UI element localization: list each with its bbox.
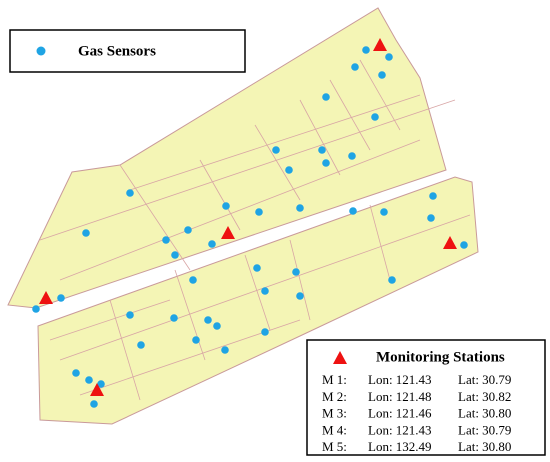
gas-sensor xyxy=(32,305,40,313)
gas-sensor xyxy=(285,166,293,174)
gas-sensor xyxy=(261,287,269,295)
station-id: M 1: xyxy=(322,372,347,387)
station-id: M 2: xyxy=(322,389,347,404)
station-lat: Lat: 30.79 xyxy=(458,372,511,387)
station-id: M 4: xyxy=(322,422,347,437)
gas-sensor xyxy=(170,314,178,322)
monitoring-station xyxy=(221,226,235,239)
station-lon: Lon: 121.48 xyxy=(368,389,432,404)
gas-sensor xyxy=(184,226,192,234)
gas-sensor xyxy=(261,328,269,336)
gas-sensor xyxy=(378,71,386,79)
gas-sensor xyxy=(385,53,393,61)
gas-sensor xyxy=(57,294,65,302)
monitoring-station xyxy=(90,383,104,396)
gas-sensor xyxy=(388,276,396,284)
street xyxy=(299,99,341,176)
sensor-legend-label: Gas Sensors xyxy=(78,43,156,59)
street xyxy=(289,239,311,321)
gas-sensor xyxy=(349,207,357,215)
gas-sensor xyxy=(208,240,216,248)
gas-sensor xyxy=(348,152,356,160)
gas-sensor xyxy=(90,400,98,408)
gas-sensor xyxy=(255,208,263,216)
station-legend-box xyxy=(306,339,546,456)
gas-sensor xyxy=(222,202,230,210)
street xyxy=(39,99,456,241)
monitoring-station xyxy=(373,38,387,51)
gas-sensor xyxy=(85,376,93,384)
gas-sensor xyxy=(427,214,435,222)
street xyxy=(359,59,401,131)
south-district xyxy=(37,176,479,425)
station-table: M 1: Lon: 121.43 Lat: 30.79 M 2: Lon: 121.48… xyxy=(322,372,511,454)
gas-sensor xyxy=(189,276,197,284)
map-area xyxy=(7,7,479,425)
gas-sensor xyxy=(192,336,200,344)
gas-sensor xyxy=(296,204,304,212)
gas-sensor xyxy=(296,292,304,300)
street xyxy=(59,139,421,281)
gas-sensor xyxy=(272,146,280,154)
station-lat: Lat: 30.79 xyxy=(458,422,511,437)
gas-sensor xyxy=(162,236,170,244)
gas-sensor xyxy=(460,241,468,249)
gas-sensor xyxy=(253,264,261,272)
gas-sensor xyxy=(371,113,379,121)
gas-sensor xyxy=(429,192,437,200)
station-legend-title: Monitoring Stations xyxy=(376,349,505,365)
street xyxy=(174,269,206,361)
gas-sensor xyxy=(221,346,229,354)
sensor-legend-box xyxy=(9,29,246,73)
station-id: M 3: xyxy=(322,406,347,421)
gas-sensor xyxy=(318,146,326,154)
street xyxy=(109,299,141,401)
station-lon: Lon: 121.43 xyxy=(368,422,432,437)
gas-sensor xyxy=(137,341,145,349)
gas-sensor xyxy=(213,322,221,330)
gas-sensor xyxy=(126,189,134,197)
street xyxy=(254,124,301,201)
gas-sensor xyxy=(351,63,359,71)
station-lon: Lon: 121.43 xyxy=(368,372,432,387)
street xyxy=(199,159,241,231)
gas-sensor xyxy=(380,208,388,216)
street xyxy=(119,164,191,271)
monitoring-station xyxy=(39,291,53,304)
station-lat: Lat: 30.82 xyxy=(458,389,511,404)
gas-sensor xyxy=(362,46,370,54)
gas-sensor xyxy=(292,268,300,276)
street xyxy=(129,94,421,191)
gas-sensor xyxy=(322,159,330,167)
gas-sensor xyxy=(82,229,90,237)
station-id: M 5: xyxy=(322,439,347,454)
sensor-layer xyxy=(32,46,468,408)
gas-sensor xyxy=(322,93,330,101)
gas-sensor xyxy=(97,380,105,388)
station-lon: Lon: 132.49 xyxy=(368,439,432,454)
gas-sensor xyxy=(171,251,179,259)
station-lat: Lat: 30.80 xyxy=(458,439,511,454)
station-lon: Lon: 121.46 xyxy=(368,406,432,421)
gas-sensor xyxy=(126,311,134,319)
sensor-legend-symbol xyxy=(36,46,46,56)
street xyxy=(329,79,371,151)
gas-sensor xyxy=(72,369,80,377)
gas-sensor xyxy=(204,316,212,324)
station-legend-symbol xyxy=(333,351,347,364)
station-lat: Lat: 30.80 xyxy=(458,406,511,421)
street xyxy=(49,299,171,341)
monitoring-station xyxy=(443,236,457,249)
street xyxy=(369,204,391,281)
station-layer xyxy=(39,38,457,396)
street xyxy=(244,254,271,331)
